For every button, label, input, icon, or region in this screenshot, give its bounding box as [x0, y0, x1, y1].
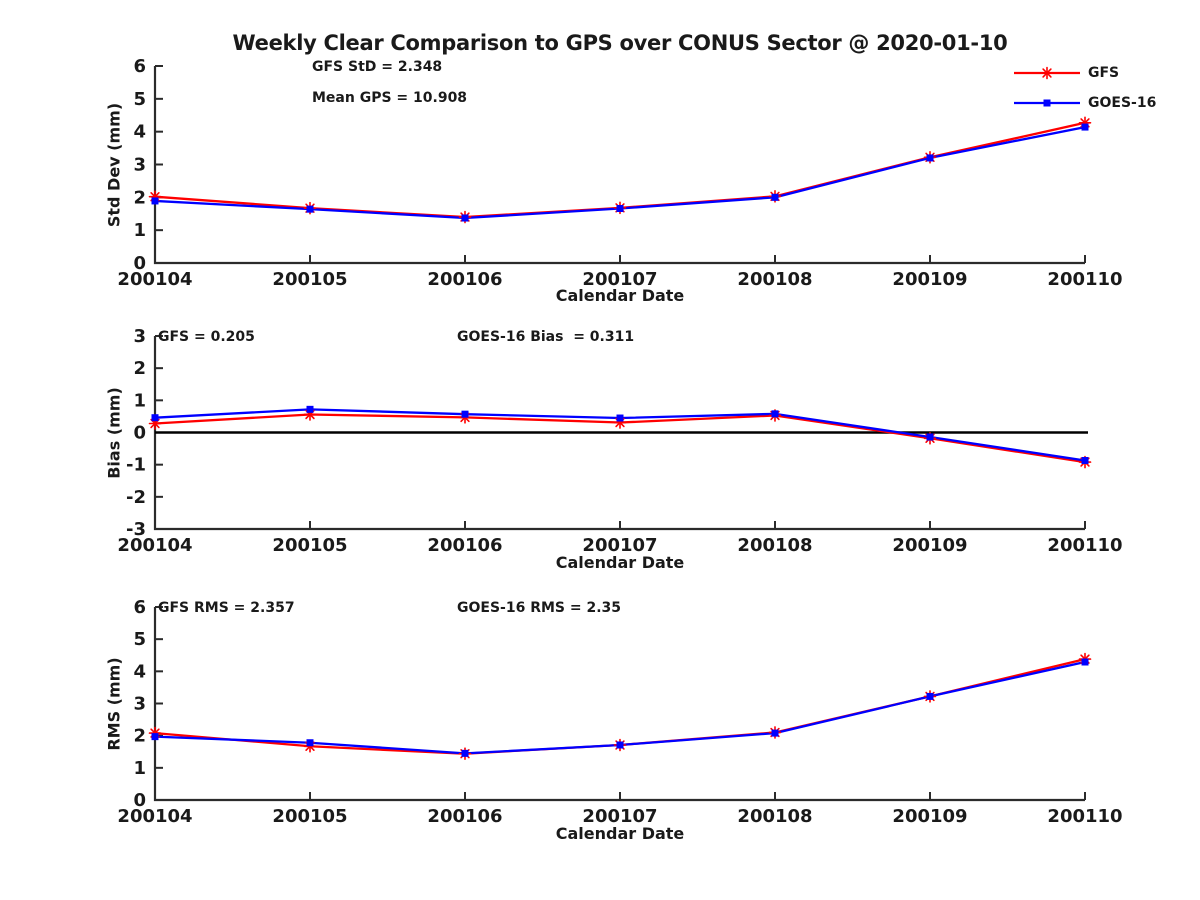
GOES-16-square-marker: [616, 204, 624, 212]
legend-label-gfs: GFS: [1088, 64, 1120, 81]
y-tick-label: 4: [133, 661, 146, 682]
y-tick-label: 2: [133, 187, 146, 208]
figure-title: Weekly Clear Comparison to GPS over CONU…: [232, 31, 1008, 55]
x-tick-label: 200110: [1047, 806, 1122, 827]
y-tick-label: -2: [126, 487, 146, 508]
y-tick-label: 1: [133, 220, 146, 241]
y-tick-label: 5: [133, 629, 146, 650]
x-tick-label: 200106: [427, 806, 502, 827]
GOES-16-square-marker: [616, 414, 624, 422]
legend-label-goes16: GOES-16: [1088, 94, 1157, 111]
y-tick-label: 2: [133, 726, 146, 747]
GOES-16-square-marker: [771, 193, 779, 201]
y-tick-label: 1: [133, 758, 146, 779]
legend-item-gfs: GFS: [1013, 62, 1156, 83]
GOES-16-square-marker: [306, 405, 314, 413]
y-tick-label: 3: [133, 694, 146, 715]
axes-rms: [153, 607, 1085, 802]
x-tick-label: 200108: [737, 269, 812, 290]
x-tick-label: 200110: [1047, 269, 1122, 290]
GOES-16-square-marker: [1081, 456, 1089, 464]
xaxis-label-bias: Calendar Date: [555, 553, 685, 572]
GOES-16-square-marker: [306, 739, 314, 747]
GOES-16-square-marker: [306, 205, 314, 213]
y-tick-label: 3: [133, 326, 146, 347]
annotation-gfs-bias: GFS = 0.205: [158, 329, 255, 345]
y-tick-label: 0: [133, 790, 146, 811]
y-tick-label: 1: [133, 390, 146, 411]
GOES-16-square-marker: [461, 749, 469, 757]
GOES-16-square-marker: [771, 729, 779, 737]
GOES-16-square-marker: [461, 214, 469, 222]
y-tick-label: 6: [133, 597, 146, 618]
xaxis-label-rms: Calendar Date: [555, 824, 685, 843]
y-tick-label: 0: [133, 423, 146, 444]
y-tick-label: 2: [133, 358, 146, 379]
GOES-16-square-marker: [771, 410, 779, 418]
x-tick-label: 200105: [272, 806, 347, 827]
x-tick-label: 200109: [892, 806, 967, 827]
subplot-rms: 0 1 2 3 4 5 6 200104 200105 200106 200107 200108 200…: [117, 597, 1122, 827]
annotation-mean-gps: Mean GPS = 10.908: [312, 90, 468, 106]
x-tick-label: 200106: [427, 269, 502, 290]
GFS-asterisk-marker: [1042, 67, 1052, 78]
GOES-16-square-marker: [616, 741, 624, 749]
annotation-gfs-rms: GFS RMS = 2.357: [158, 600, 295, 616]
x-tick-label: 200110: [1047, 535, 1122, 556]
x-tick-label: 200104: [117, 269, 192, 290]
x-tick-label: 200107: [582, 269, 657, 290]
y-tick-label: 0: [133, 253, 146, 274]
xaxis-label-stddev: Calendar Date: [555, 286, 685, 305]
annotation-gfs-std: GFS StD = 2.348: [312, 59, 443, 75]
x-tick-label: 200105: [272, 535, 347, 556]
x-tick-label: 200104: [117, 535, 192, 556]
legend-item-goes16: GOES-16: [1013, 92, 1156, 113]
GOES-16-square-marker: [926, 154, 934, 162]
x-tick-label: 200105: [272, 269, 347, 290]
GOES-16-square-marker: [151, 733, 159, 741]
yaxis-label-rms: RMS (mm): [104, 657, 124, 751]
y-tick-label: 4: [133, 122, 146, 143]
x-tick-label: 200108: [737, 535, 812, 556]
goes16-line-marker-icon: [1014, 99, 1080, 106]
y-tick-label: -1: [126, 455, 146, 476]
x-tick-label: 200107: [582, 806, 657, 827]
axes-stddev: [153, 66, 1085, 265]
subplot-stddev: 0 1 2 3 4 5 6 200104 200105 200106 200107 200108 200…: [117, 56, 1122, 290]
y-tick-label: -3: [126, 519, 146, 540]
GOES-16-square-marker: [151, 197, 159, 205]
GOES-16-square-marker: [926, 692, 934, 700]
GOES-16-square-marker: [151, 414, 159, 422]
GOES-16-square-marker: [1043, 99, 1051, 106]
yaxis-label-bias: Bias (mm): [104, 387, 124, 479]
x-tick-label: 200107: [582, 535, 657, 556]
y-tick-label: 3: [133, 155, 146, 176]
GOES-16-square-marker: [461, 410, 469, 418]
x-tick-label: 200108: [737, 806, 812, 827]
GOES-16-square-marker: [926, 433, 934, 441]
x-tick-label: 200104: [117, 806, 192, 827]
x-tick-label: 200109: [892, 269, 967, 290]
subplot-bias: -3 -2 -1 0 1 2 3 200104 200105 200106 200107 200108…: [117, 326, 1122, 556]
gfs-line-marker-icon: [1014, 66, 1080, 79]
GOES-16-square-marker: [1081, 123, 1089, 131]
legend: GFS GOES-16: [1013, 62, 1156, 113]
annotation-goes16-bias: GOES-16 Bias = 0.311: [457, 329, 635, 345]
y-tick-label: 6: [133, 56, 146, 77]
annotation-goes16-rms: GOES-16 RMS = 2.35: [457, 600, 622, 616]
y-tick-label: 5: [133, 89, 146, 110]
x-tick-label: 200109: [892, 535, 967, 556]
x-tick-label: 200106: [427, 535, 502, 556]
GOES-16-square-marker: [1081, 658, 1089, 666]
yaxis-label-stddev: Std Dev (mm): [104, 102, 124, 228]
